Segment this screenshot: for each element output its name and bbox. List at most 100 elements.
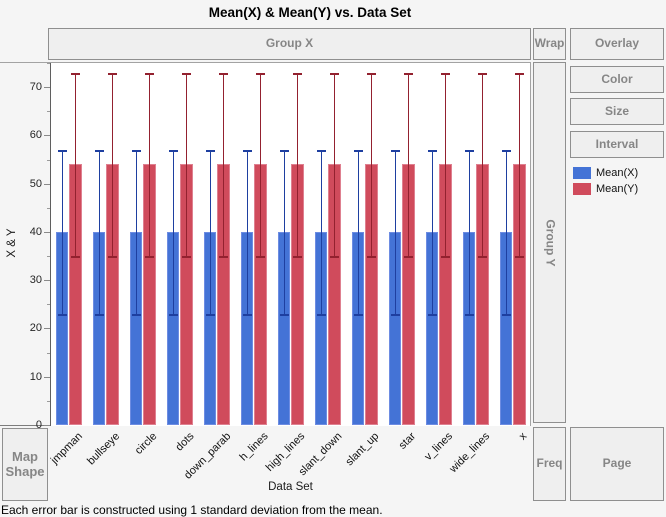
mean-y-error-cap xyxy=(219,256,228,259)
mean-x-error-cap xyxy=(316,313,326,316)
mean-y-error-bar-circle xyxy=(149,72,150,257)
zone-color-label: Color xyxy=(601,71,633,86)
zone-group-y-label: Group Y xyxy=(543,218,558,267)
mean-x-error-cap xyxy=(205,149,215,152)
x-category-label-x: x xyxy=(516,430,530,443)
legend-label: Mean(X) xyxy=(596,166,639,179)
mean-y-error-bar-slant_up xyxy=(371,72,372,257)
x-category-label-slant_up: slant_up xyxy=(343,430,382,469)
zone-freq-label: Freq xyxy=(536,456,563,471)
mean-x-error-cap xyxy=(57,149,67,152)
mean-x-error-bar-dots xyxy=(172,149,174,314)
y-axis-tick-label: 0 xyxy=(35,419,42,431)
zone-overlay-label: Overlay xyxy=(594,36,640,51)
y-axis-major-tick xyxy=(44,425,50,426)
mean-x-error-cap xyxy=(168,313,178,316)
x-axis-title: Data Set xyxy=(268,481,313,493)
zone-wrap[interactable]: Wrap xyxy=(533,28,566,60)
y-axis-tick-label: 70 xyxy=(29,81,42,94)
mean-y-error-cap xyxy=(256,256,265,259)
mean-x-error-cap xyxy=(131,149,141,152)
mean-y-error-cap xyxy=(182,72,191,75)
mean-y-error-bar-slant_down xyxy=(334,72,335,257)
x-category-label-star: star xyxy=(396,430,419,452)
mean-y-error-cap xyxy=(256,72,265,75)
mean-x-error-bar-jmpman xyxy=(61,149,63,314)
mean-y-error-cap xyxy=(182,256,191,259)
y-axis-major-tick xyxy=(44,376,50,378)
zone-size[interactable]: Size xyxy=(570,98,664,125)
mean-x-error-cap xyxy=(316,149,326,152)
y-axis-minor-tick xyxy=(47,400,50,402)
mean-x-error-cap xyxy=(205,313,215,316)
legend-swatch[interactable] xyxy=(573,182,591,195)
mean-y-error-bar-down_parab xyxy=(223,72,224,257)
mean-x-error-cap xyxy=(57,313,67,316)
mean-x-error-cap xyxy=(279,313,289,316)
y-axis-major-tick xyxy=(44,135,50,137)
mean-x-error-cap xyxy=(353,149,363,152)
mean-x-error-bar-slant_down xyxy=(320,149,322,314)
mean-y-error-bar-x xyxy=(519,72,520,257)
mean-y-error-bar-jmpman xyxy=(75,72,76,257)
mean-x-error-cap xyxy=(427,149,437,152)
mean-y-error-bar-v_lines xyxy=(445,72,446,257)
mean-x-error-bar-x xyxy=(505,149,507,314)
mean-x-error-cap xyxy=(168,149,178,152)
zone-interval[interactable]: Interval xyxy=(570,131,664,158)
y-axis-minor-tick xyxy=(47,207,50,209)
mean-y-error-cap xyxy=(219,72,228,75)
mean-x-error-cap xyxy=(501,313,511,316)
page-title: Mean(X) & Mean(Y) vs. Data Set xyxy=(208,5,412,20)
mean-y-error-cap xyxy=(330,72,339,75)
mean-x-error-cap xyxy=(501,149,511,152)
legend-swatch[interactable] xyxy=(573,166,591,179)
x-category-label-bullseye: bullseye xyxy=(85,430,123,468)
y-axis-tick-label: 20 xyxy=(29,322,42,335)
mean-x-error-cap xyxy=(390,149,400,152)
mean-x-error-cap xyxy=(390,313,400,316)
mean-y-error-cap xyxy=(441,256,450,259)
zone-interval-label: Interval xyxy=(595,136,639,151)
zone-color[interactable]: Color xyxy=(570,66,664,93)
zone-map-shape-label: Map Shape xyxy=(5,448,45,479)
zone-group-x[interactable]: Group X xyxy=(48,28,531,60)
mean-y-error-cap xyxy=(367,72,376,75)
mean-x-error-bar-star xyxy=(394,149,396,314)
plot-area[interactable] xyxy=(50,63,531,426)
mean-y-error-bar-h_lines xyxy=(260,72,261,257)
zone-group-y[interactable]: Group Y xyxy=(533,62,566,423)
y-axis-tick-label: 60 xyxy=(29,129,42,142)
legend: Mean(X) Mean(Y) xyxy=(573,166,638,198)
mean-x-error-cap xyxy=(242,149,252,152)
zone-group-x-label: Group X xyxy=(265,36,314,51)
mean-x-error-bar-high_lines xyxy=(283,149,285,314)
mean-x-error-bar-v_lines xyxy=(431,149,433,314)
zone-wrap-label: Wrap xyxy=(534,36,565,51)
zone-freq[interactable]: Freq xyxy=(533,427,566,501)
mean-x-error-cap xyxy=(427,313,437,316)
mean-y-error-cap xyxy=(478,72,487,75)
mean-y-error-bar-high_lines xyxy=(297,72,298,257)
mean-y-error-bar-star xyxy=(408,72,409,257)
mean-x-error-bar-slant_up xyxy=(357,149,359,314)
x-category-label-circle: circle xyxy=(132,430,160,457)
mean-x-error-cap xyxy=(131,313,141,316)
mean-x-error-cap xyxy=(242,313,252,316)
y-axis-minor-tick xyxy=(47,62,50,64)
y-axis-major-tick xyxy=(44,328,50,330)
y-axis-major-tick xyxy=(44,87,50,89)
mean-x-error-cap xyxy=(94,149,104,152)
mean-x-error-bar-down_parab xyxy=(209,149,211,314)
zone-page[interactable]: Page xyxy=(570,427,664,501)
mean-y-error-cap xyxy=(441,72,450,75)
y-axis-major-tick xyxy=(44,231,50,233)
x-category-label-h_lines: h_lines xyxy=(237,430,271,464)
zone-map-shape[interactable]: Map Shape xyxy=(2,428,48,501)
mean-y-error-cap xyxy=(367,256,376,259)
x-category-label-jmpman: jmpman xyxy=(49,430,86,467)
y-axis-minor-tick xyxy=(47,352,50,354)
mean-y-error-cap xyxy=(108,72,117,75)
zone-overlay[interactable]: Overlay xyxy=(570,28,664,60)
mean-x-error-cap xyxy=(353,313,363,316)
